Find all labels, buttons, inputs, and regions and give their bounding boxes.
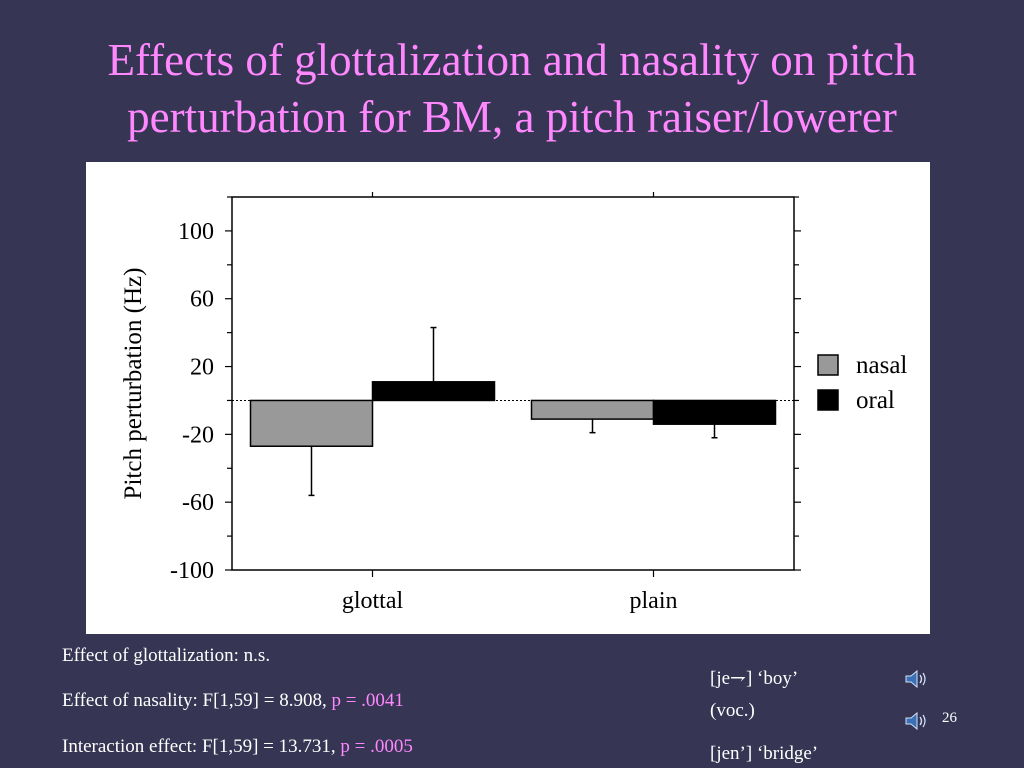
slide-title: Effects of glottalization and nasality o… bbox=[0, 32, 1024, 146]
plot-frame bbox=[231, 196, 795, 571]
example-boy-gloss: (voc.) bbox=[710, 700, 755, 721]
speaker-icon[interactable] bbox=[904, 668, 930, 690]
y-axis-label: Pitch perturbation (Hz) bbox=[120, 268, 147, 500]
x-tick-label: glottal bbox=[342, 588, 404, 614]
y-tick-label: 20 bbox=[190, 355, 214, 381]
stat-glottalization: Effect of glottalization: n.s. bbox=[62, 645, 271, 666]
slide-number: 26 bbox=[942, 710, 957, 726]
x-tick-label: plain bbox=[630, 588, 678, 614]
example-boy: [je⇁] ‘boy’ bbox=[710, 668, 799, 689]
bar-oral-glottal bbox=[371, 381, 496, 402]
bar-chart: 100 60 20 -20 -60 -100 Pitch perturbation (Hz)… bbox=[120, 192, 907, 614]
stat-interaction-text: Interaction effect: F[1,59] = 13.731, bbox=[62, 736, 341, 757]
stat-nasality-text: Effect of nasality: F[1,59] = 8.908, bbox=[62, 690, 332, 711]
bar-oral-plain bbox=[652, 399, 777, 425]
y-tick-label: 60 bbox=[190, 287, 214, 313]
y-tick-label: -60 bbox=[182, 490, 214, 516]
speaker-icon[interactable] bbox=[904, 710, 930, 732]
slide-title-line-1: Effects of glottalization and nasality o… bbox=[107, 35, 917, 85]
stat-interaction-p: p = .0005 bbox=[340, 736, 413, 757]
stat-interaction: Interaction effect: F[1,59] = 13.731, p … bbox=[62, 736, 413, 758]
y-tick-label: 100 bbox=[178, 219, 214, 245]
bar-nasal-plain bbox=[530, 399, 655, 420]
bar-nasal-glottal bbox=[249, 399, 374, 447]
stat-nasality: Effect of nasality: F[1,59] = 8.908, p =… bbox=[62, 690, 404, 712]
slide-title-line-2: perturbation for BM, a pitch raiser/lowe… bbox=[127, 92, 897, 142]
y-tick-label: -100 bbox=[170, 558, 214, 584]
legend-swatch-nasal bbox=[817, 354, 839, 376]
legend-label: oral bbox=[856, 387, 895, 414]
example-bridge: [jen’] ‘bridge’ bbox=[710, 743, 819, 764]
stat-nasality-p: p = .0041 bbox=[331, 690, 404, 711]
y-tick-label: -20 bbox=[182, 422, 214, 448]
chart-panel: 100 60 20 -20 -60 -100 Pitch perturbation (Hz)… bbox=[86, 162, 930, 634]
legend-swatch-oral bbox=[817, 389, 839, 411]
legend-label: nasal bbox=[856, 352, 907, 379]
